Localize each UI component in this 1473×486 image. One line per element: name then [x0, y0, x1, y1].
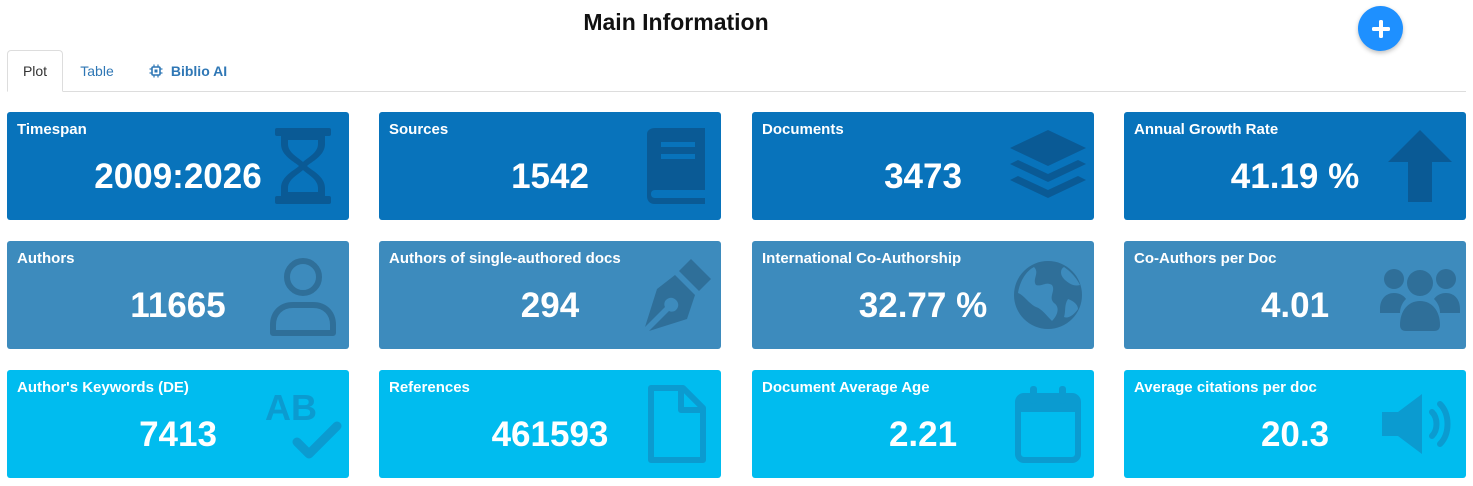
stat-label: Sources	[389, 121, 449, 138]
stat-label: Annual Growth Rate	[1134, 121, 1279, 138]
tab-biblio-ai-label: Biblio AI	[170, 62, 228, 79]
users-icon	[1378, 253, 1462, 337]
hourglass-icon	[261, 124, 345, 208]
layers-icon	[1006, 124, 1090, 208]
stat-card-coauthors-per-doc: Co-Authors per Doc 4.01	[1124, 241, 1466, 349]
user-icon	[261, 253, 345, 337]
tab-plot[interactable]: Plot	[7, 50, 63, 92]
stat-card-documents: Documents 3473	[752, 112, 1094, 220]
stat-card-document-average-age: Document Average Age 2.21	[752, 370, 1094, 478]
pen-nib-icon	[633, 253, 717, 337]
tab-biblio-ai[interactable]: Biblio AI	[139, 50, 237, 91]
stat-value: 1542	[511, 157, 589, 196]
stat-card-average-citations: Average citations per doc 20.3	[1124, 370, 1466, 478]
stat-value: 11665	[130, 286, 226, 325]
stat-value: 2.21	[888, 415, 958, 454]
tab-table-label: Table	[80, 62, 114, 79]
stat-value: 20.3	[1260, 415, 1330, 454]
tab-table[interactable]: Table	[69, 50, 125, 91]
stat-label: References	[389, 379, 470, 396]
svg-text:AB: AB	[265, 387, 317, 428]
page-title: Main Information	[583, 9, 769, 35]
stat-value: 41.19 %	[1230, 157, 1360, 196]
stat-card-timespan: Timespan 2009:2026	[7, 112, 349, 220]
microchip-icon	[149, 64, 163, 78]
book-icon	[633, 124, 717, 208]
file-icon	[633, 382, 717, 466]
tab-bar: Plot Table Biblio AI	[7, 50, 1466, 92]
stat-label: Document Average Age	[762, 379, 930, 396]
arrow-up-icon	[1378, 124, 1462, 208]
stat-label: Authors of single-authored docs	[389, 250, 621, 267]
stat-value: 2009:2026	[94, 157, 262, 196]
stat-label: Authors	[17, 250, 75, 267]
stat-label: International Co-Authorship	[762, 250, 962, 267]
add-button[interactable]	[1358, 6, 1403, 51]
stat-value: 294	[520, 286, 580, 325]
tab-plot-label: Plot	[22, 63, 48, 79]
stat-label: Documents	[762, 121, 844, 138]
stat-value: 461593	[491, 415, 609, 454]
stat-value: 7413	[139, 415, 217, 454]
calendar-icon	[1006, 382, 1090, 466]
stat-card-international-coauthorship: International Co-Authorship 32.77 %	[752, 241, 1094, 349]
stat-label: Author's Keywords (DE)	[17, 379, 189, 396]
stat-label: Average citations per doc	[1134, 379, 1317, 396]
stat-card-references: References 461593	[379, 370, 721, 478]
stat-card-annual-growth-rate: Annual Growth Rate 41.19 %	[1124, 112, 1466, 220]
spell-check-icon: AB	[261, 382, 345, 466]
stat-label: Timespan	[17, 121, 87, 138]
stat-card-sources: Sources 1542	[379, 112, 721, 220]
plus-icon	[1371, 19, 1390, 38]
stat-card-authors: Authors 11665	[7, 241, 349, 349]
stat-value: 3473	[884, 157, 962, 196]
stat-label: Co-Authors per Doc	[1134, 250, 1277, 267]
stat-value: 32.77 %	[858, 286, 988, 325]
stat-card-single-authored: Authors of single-authored docs 294	[379, 241, 721, 349]
stat-value: 4.01	[1260, 286, 1330, 325]
volume-icon	[1378, 382, 1462, 466]
stat-card-authors-keywords: AB Author's Keywords (DE) 7413	[7, 370, 349, 478]
globe-icon	[1006, 253, 1090, 337]
